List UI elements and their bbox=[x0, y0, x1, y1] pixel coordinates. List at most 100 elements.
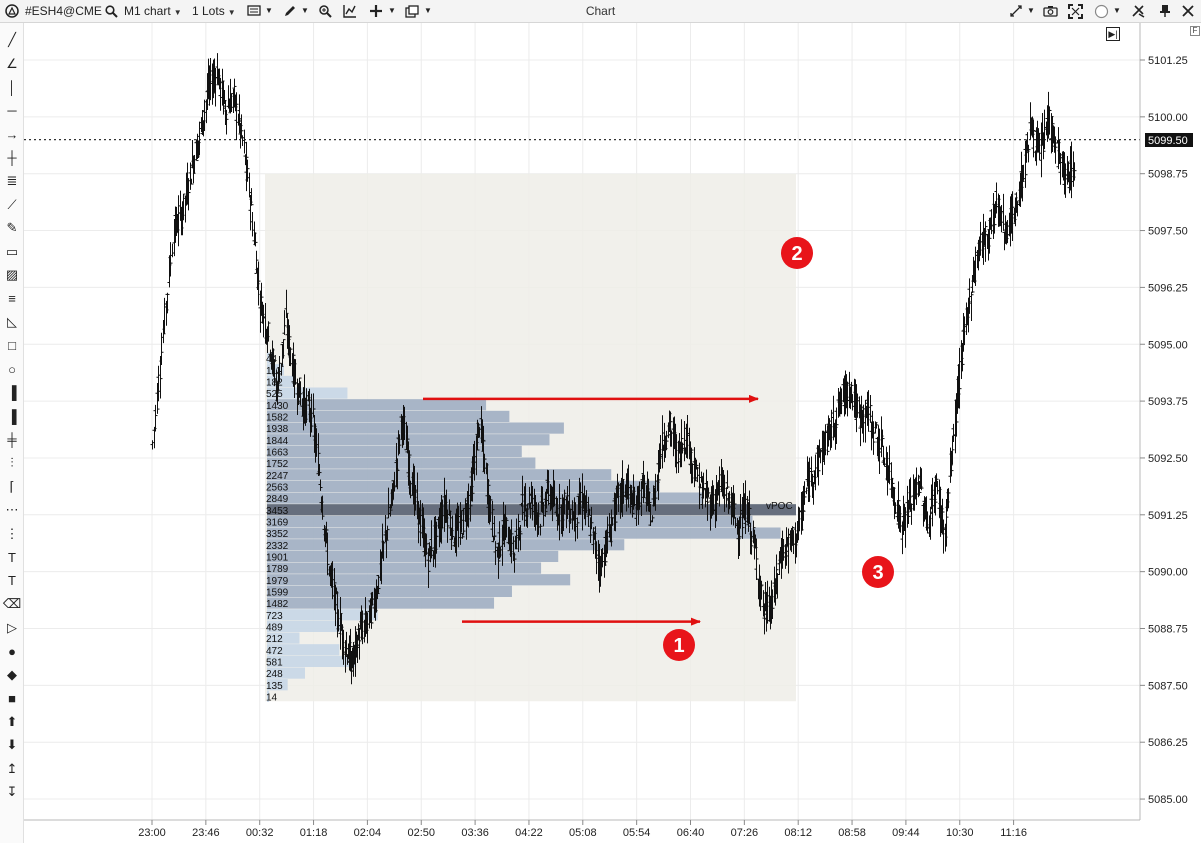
rectangle-icon[interactable]: □ bbox=[8, 338, 16, 353]
diamond-marker-icon[interactable]: ◆ bbox=[7, 666, 17, 682]
volume-profile-bar bbox=[267, 434, 550, 446]
price-scale-f-button[interactable]: F bbox=[1190, 26, 1200, 36]
volume-level-label: 1430 bbox=[266, 401, 289, 412]
price-tick-label: 5093.75 bbox=[1148, 396, 1188, 408]
chevron-down-icon: ▼ bbox=[388, 6, 396, 15]
pin-icon[interactable] bbox=[1157, 3, 1173, 19]
search-icon[interactable] bbox=[103, 3, 119, 19]
arrow-up-icon[interactable]: ⬆ bbox=[6, 713, 18, 729]
time-tick-label: 00:32 bbox=[246, 827, 274, 839]
chart-type-dropdown[interactable]: M1 chart ▼ bbox=[124, 0, 182, 22]
time-tick-label: 09:44 bbox=[892, 827, 920, 839]
volume-profile-bar bbox=[267, 387, 348, 399]
vertical-line-icon[interactable]: │ bbox=[7, 79, 17, 95]
time-tick-label: 06:40 bbox=[677, 827, 705, 839]
angle-tool-icon[interactable]: ∠ bbox=[6, 55, 18, 71]
polyline-icon[interactable]: ⟋ bbox=[7, 196, 17, 212]
time-tick-label: 07:26 bbox=[731, 827, 759, 839]
horizontal-line-icon[interactable]: ─ bbox=[7, 103, 17, 118]
price-tick-label: 5090.00 bbox=[1148, 567, 1188, 579]
chevron-down-icon: ▼ bbox=[301, 6, 309, 15]
window-layout-icon[interactable] bbox=[404, 3, 420, 19]
draw-pen-icon[interactable] bbox=[282, 3, 298, 19]
app-logo-icon[interactable] bbox=[4, 3, 20, 19]
price-tick-label: 5087.50 bbox=[1148, 680, 1188, 692]
dot-marker-icon[interactable]: ● bbox=[8, 643, 16, 659]
order-flow-icon[interactable]: ╪ bbox=[7, 432, 17, 447]
cross-line-icon[interactable]: ┼ bbox=[7, 150, 17, 165]
volume-level-label: 2332 bbox=[266, 541, 289, 552]
volume-level-label: 489 bbox=[266, 623, 283, 634]
label-icon[interactable]: ⌫ bbox=[2, 596, 22, 611]
grid-icon[interactable]: ⋯ bbox=[5, 502, 19, 517]
time-tick-label: 03:36 bbox=[461, 827, 489, 839]
volume-profile-bar bbox=[267, 620, 342, 632]
cursor-sync-icon[interactable] bbox=[1008, 3, 1024, 19]
trend-icon[interactable]: ⌈ bbox=[9, 478, 15, 494]
price-tick-label: 5095.00 bbox=[1148, 339, 1188, 351]
sort-up-icon[interactable]: ↥ bbox=[6, 760, 18, 776]
ruler-icon[interactable]: ▭ bbox=[5, 243, 19, 259]
volume-profile-icon[interactable]: ▐ bbox=[7, 385, 17, 400]
sync-dropdown[interactable]: ▼ bbox=[1027, 0, 1035, 22]
annotation-marker-3: 3 bbox=[862, 556, 894, 588]
triangle-icon[interactable]: ◺ bbox=[7, 314, 17, 329]
chart-style-dropdown[interactable]: ▼ bbox=[265, 0, 273, 22]
market-profile-icon[interactable]: ▐ bbox=[7, 408, 17, 424]
lots-dropdown[interactable]: 1 Lots ▼ bbox=[192, 0, 236, 22]
current-price-label: 5099.50 bbox=[1148, 135, 1188, 147]
time-axis[interactable]: 23:00 23:46 00:32 01:18 02:04 02:50 03:36 04:22… bbox=[138, 820, 1027, 839]
volume-level-label: 14 bbox=[266, 693, 278, 704]
dots-icon[interactable]: ⋮ bbox=[5, 525, 19, 541]
fullscreen-icon[interactable] bbox=[1067, 3, 1083, 19]
indicators-icon[interactable] bbox=[342, 3, 358, 19]
chevron-down-icon: ▼ bbox=[265, 6, 273, 15]
text-icon[interactable]: T bbox=[8, 573, 16, 588]
price-label-icon[interactable]: ▷ bbox=[7, 619, 17, 635]
volume-level-label: 581 bbox=[266, 658, 283, 669]
time-tick-label: 10:30 bbox=[946, 827, 974, 839]
line-tool-icon[interactable]: ╱ bbox=[8, 32, 16, 47]
ray-icon[interactable]: → bbox=[5, 126, 19, 142]
volume-level-label: 1789 bbox=[266, 564, 289, 575]
settings-icon[interactable] bbox=[1130, 3, 1146, 19]
parallel-lines-icon[interactable]: ≣ bbox=[6, 173, 18, 188]
volume-profile-bar bbox=[267, 574, 571, 586]
close-icon[interactable] bbox=[1180, 3, 1196, 19]
square-marker-icon[interactable]: ■ bbox=[8, 690, 16, 706]
volume-profile-bar bbox=[267, 539, 625, 551]
text-frame-icon[interactable]: T bbox=[8, 549, 16, 565]
layout-dropdown[interactable]: ▼ bbox=[424, 0, 432, 22]
chart-style-icon[interactable] bbox=[246, 3, 262, 19]
volume-profile-bar bbox=[267, 480, 660, 492]
price-tick-label: 5091.25 bbox=[1148, 510, 1188, 522]
arrow-down-icon[interactable]: ⬇ bbox=[6, 737, 18, 752]
pencil-icon[interactable]: ✎ bbox=[6, 220, 18, 235]
price-axis[interactable]: 5101.25 5100.00 5098.75 5097.50 5096.25 5095.… bbox=[1140, 55, 1188, 806]
fib-icon[interactable]: ≡ bbox=[8, 291, 16, 306]
volume-profile-bar bbox=[267, 504, 796, 516]
delta-icon[interactable]: ⫶ bbox=[10, 455, 14, 470]
price-tick-label: 5100.00 bbox=[1148, 112, 1188, 124]
annotation-circle bbox=[663, 629, 695, 661]
measure-icon[interactable]: ▨ bbox=[5, 267, 19, 282]
circle-toggle-icon[interactable] bbox=[1093, 3, 1109, 19]
chart-toolbar: #ESH4@CME M1 chart ▼ 1 Lots ▼ ▼ ▼ ▼ ▼ Char… bbox=[0, 0, 1201, 23]
circle-dropdown[interactable]: ▼ bbox=[1113, 0, 1121, 22]
volume-level-label: 1752 bbox=[266, 459, 289, 470]
ellipse-icon[interactable]: ○ bbox=[8, 361, 16, 377]
annotations-layer: 1 2 3 bbox=[423, 237, 894, 661]
scroll-to-end-button[interactable]: ▶| bbox=[1106, 27, 1120, 41]
zoom-icon[interactable] bbox=[317, 3, 333, 19]
volume-profile-bar bbox=[267, 492, 704, 504]
camera-icon[interactable] bbox=[1042, 3, 1058, 19]
annotation-number: 3 bbox=[872, 562, 883, 584]
price-tick-label: 5088.75 bbox=[1148, 624, 1188, 636]
sort-down-icon[interactable]: ↧ bbox=[6, 784, 18, 799]
volume-level-label: 1901 bbox=[266, 553, 289, 564]
symbol-selector[interactable]: #ESH4@CME bbox=[25, 0, 102, 22]
draw-dropdown[interactable]: ▼ bbox=[301, 0, 309, 22]
crosshair-dropdown[interactable]: ▼ bbox=[388, 0, 396, 22]
crosshair-icon[interactable] bbox=[368, 3, 384, 19]
